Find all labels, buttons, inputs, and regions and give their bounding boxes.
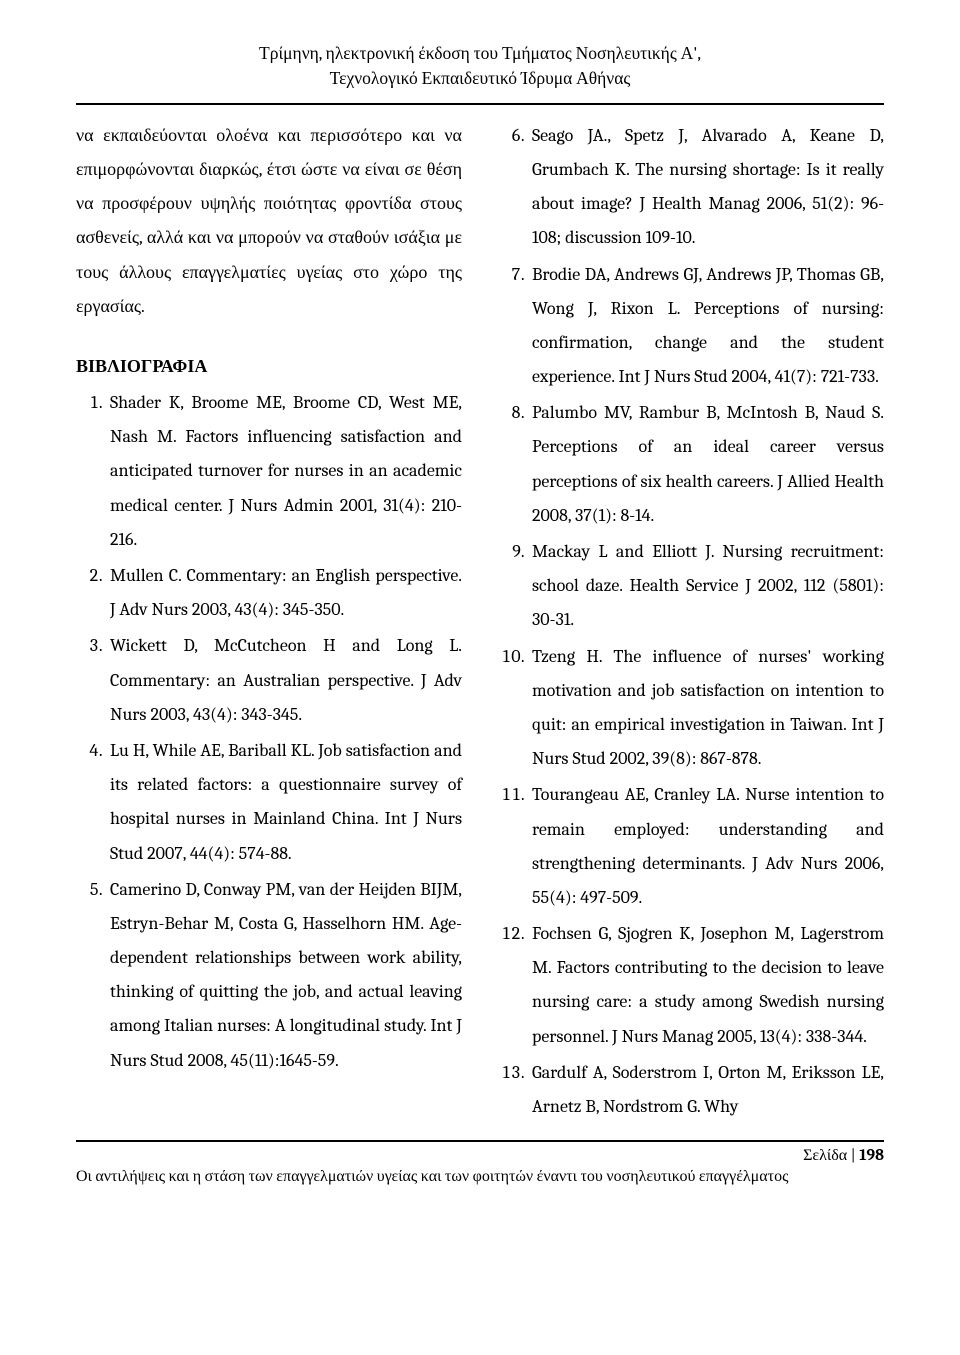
header-rule [76, 103, 884, 105]
reference-item: Lu H, While AE, Bariball KL. Job satisfa… [106, 734, 462, 871]
header-line-2: Τεχνολογικό Εκπαιδευτικό Ίδρυμα Αθήνας [76, 67, 884, 92]
references-right: Seago JA., Spetz J, Alvarado A, Keane D,… [498, 119, 884, 1124]
page-label: Σελίδα | [803, 1146, 859, 1164]
reference-item: Mullen C. Commentary: an English perspec… [106, 559, 462, 627]
references-left: Shader K, Broome ME, Broome CD, West ME,… [76, 386, 462, 1078]
body-columns: να εκπαιδεύονται ολοένα και περισσότερο … [76, 119, 884, 1126]
reference-item: Camerino D, Conway PM, van der Heijden B… [106, 873, 462, 1078]
reference-item: Brodie DA, Andrews GJ, Andrews JP, Thoma… [528, 258, 884, 395]
column-left: να εκπαιδεύονται ολοένα και περισσότερο … [76, 119, 462, 1126]
page-header: Τρίμηνη, ηλεκτρονική έκδοση του Τμήματος… [76, 42, 884, 93]
page-number: 198 [859, 1146, 884, 1164]
reference-item: Palumbo MV, Rambur B, McIntosh B, Naud S… [528, 396, 884, 533]
reference-item: Tzeng H. The influence of nurses' workin… [528, 640, 884, 777]
reference-item: Shader K, Broome ME, Broome CD, West ME,… [106, 386, 462, 557]
running-footer: Οι αντιλήψεις και η στάση των επαγγελματ… [76, 1167, 884, 1186]
bibliography-heading: ΒΙΒΛΙΟΓΡΑΦΙΑ [76, 350, 462, 384]
reference-item: Tourangeau AE, Cranley LA. Nurse intenti… [528, 778, 884, 915]
reference-item: Mackay L and Elliott J. Nursing recruitm… [528, 535, 884, 638]
intro-paragraph: να εκπαιδεύονται ολοένα και περισσότερο … [76, 119, 462, 324]
page-number-line: Σελίδα | 198 [76, 1146, 884, 1165]
reference-item: Fochsen G, Sjogren K, Josephon M, Lagers… [528, 917, 884, 1054]
reference-item: Wickett D, McCutcheon H and Long L. Comm… [106, 629, 462, 732]
column-right: Seago JA., Spetz J, Alvarado A, Keane D,… [498, 119, 884, 1126]
reference-item: Seago JA., Spetz J, Alvarado A, Keane D,… [528, 119, 884, 256]
reference-item: Gardulf A, Soderstrom I, Orton M, Erikss… [528, 1056, 884, 1124]
footer-rule [76, 1140, 884, 1142]
header-line-1: Τρίμηνη, ηλεκτρονική έκδοση του Τμήματος… [76, 42, 884, 67]
